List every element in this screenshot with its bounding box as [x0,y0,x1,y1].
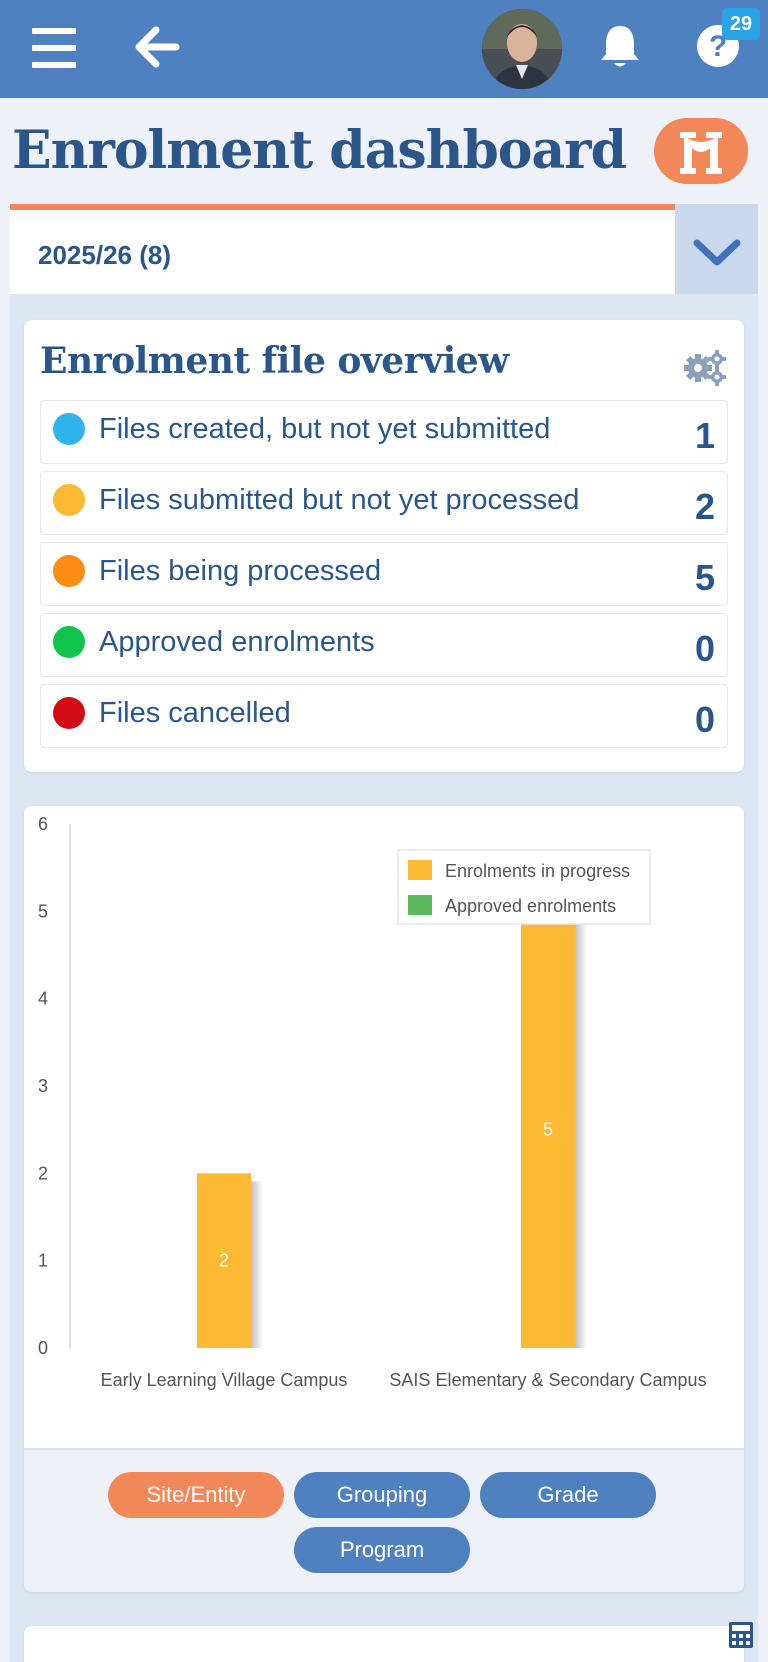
legend-label: Enrolments in progress [445,861,630,881]
enrolment-bar-chart: 0 1 2 3 4 5 6 2 Early Learning Village Campus 5 SA… [38,814,707,1390]
status-dot-icon [53,697,85,729]
y-tick-label: 6 [38,814,48,834]
y-tick-label: 1 [38,1251,48,1271]
y-tick-label: 3 [38,1076,48,1096]
status-label: Files created, but not yet submitted [99,413,551,445]
grouping-tab[interactable]: Site/Entity [108,1472,284,1518]
school-year-value: 2025/26 (8) [38,240,171,270]
status-label: Files submitted but not yet processed [99,484,580,516]
page-title: Enrolment dashboard [12,120,627,181]
y-tick-label: 5 [38,901,48,921]
x-category-label: SAIS Elementary & Secondary Campus [389,1370,706,1390]
overview-title: Enrolment file overview [40,340,509,382]
bar-shadow [251,1181,263,1348]
bar [521,911,575,1348]
status-count: 2 [694,486,715,527]
grouping-tabs: Site/Entity Grouping Grade Program [24,1448,744,1592]
grouping-tab[interactable]: Grouping [294,1472,470,1518]
status-count: 0 [694,628,715,669]
status-count: 1 [694,415,715,456]
status-label: Approved enrolments [99,626,375,658]
status-row[interactable]: Files created, but not yet submitted 1 [40,400,728,464]
y-tick-label: 0 [38,1338,48,1358]
status-row[interactable]: Files cancelled 0 [40,684,728,748]
settings-gear-icon[interactable] [684,350,726,386]
bar [197,1173,251,1348]
status-label: Files cancelled [99,697,291,729]
avatar[interactable] [482,9,562,89]
status-dot-icon [53,626,85,658]
calculator-icon[interactable] [729,1622,753,1648]
bar-data-label: 5 [543,1120,553,1140]
bell-icon[interactable] [598,24,642,70]
school-year-selector[interactable]: 2025/26 (8) [10,204,758,300]
status-count: 5 [694,557,715,598]
status-row[interactable]: Files being processed 5 [40,542,728,606]
app-logo-button[interactable] [654,118,748,184]
year-dropdown-toggle[interactable] [675,204,758,300]
status-count: 0 [694,699,715,740]
notification-count-badge: 29 [722,8,760,40]
status-dot-icon [53,484,85,516]
legend-swatch [408,860,432,880]
logo-icon [680,132,722,174]
grouping-tab[interactable]: Grade [480,1472,656,1518]
enrolment-overview-card: Enrolment file overview Files created, b… [24,320,744,772]
bar-shadow [575,919,587,1348]
back-arrow-icon[interactable] [134,26,180,68]
next-section-card [24,1626,744,1662]
legend-swatch [408,895,432,915]
bar-data-label: 2 [219,1251,229,1271]
status-row[interactable]: Approved enrolments 0 [40,613,728,677]
grouping-tab[interactable]: Program [294,1527,470,1573]
enrolment-chart-card: 0 1 2 3 4 5 6 2 Early Learning Village Campus 5 SA… [24,806,744,1592]
y-tick-label: 2 [38,1163,48,1183]
status-dot-icon [53,555,85,587]
status-row[interactable]: Files submitted but not yet processed 2 [40,471,728,535]
legend-box [397,849,651,925]
hamburger-menu-icon[interactable] [32,28,76,68]
dashboard-panel: Enrolment file overview Files created, b… [10,294,758,1662]
legend-label: Approved enrolments [445,896,616,916]
x-category-label: Early Learning Village Campus [101,1370,348,1390]
y-tick-label: 4 [38,989,48,1009]
top-bar: ? 29 [0,0,768,98]
status-dot-icon [53,413,85,445]
svg-text:?: ? [709,30,727,63]
chevron-down-icon [693,239,741,266]
status-label: Files being processed [99,555,382,587]
